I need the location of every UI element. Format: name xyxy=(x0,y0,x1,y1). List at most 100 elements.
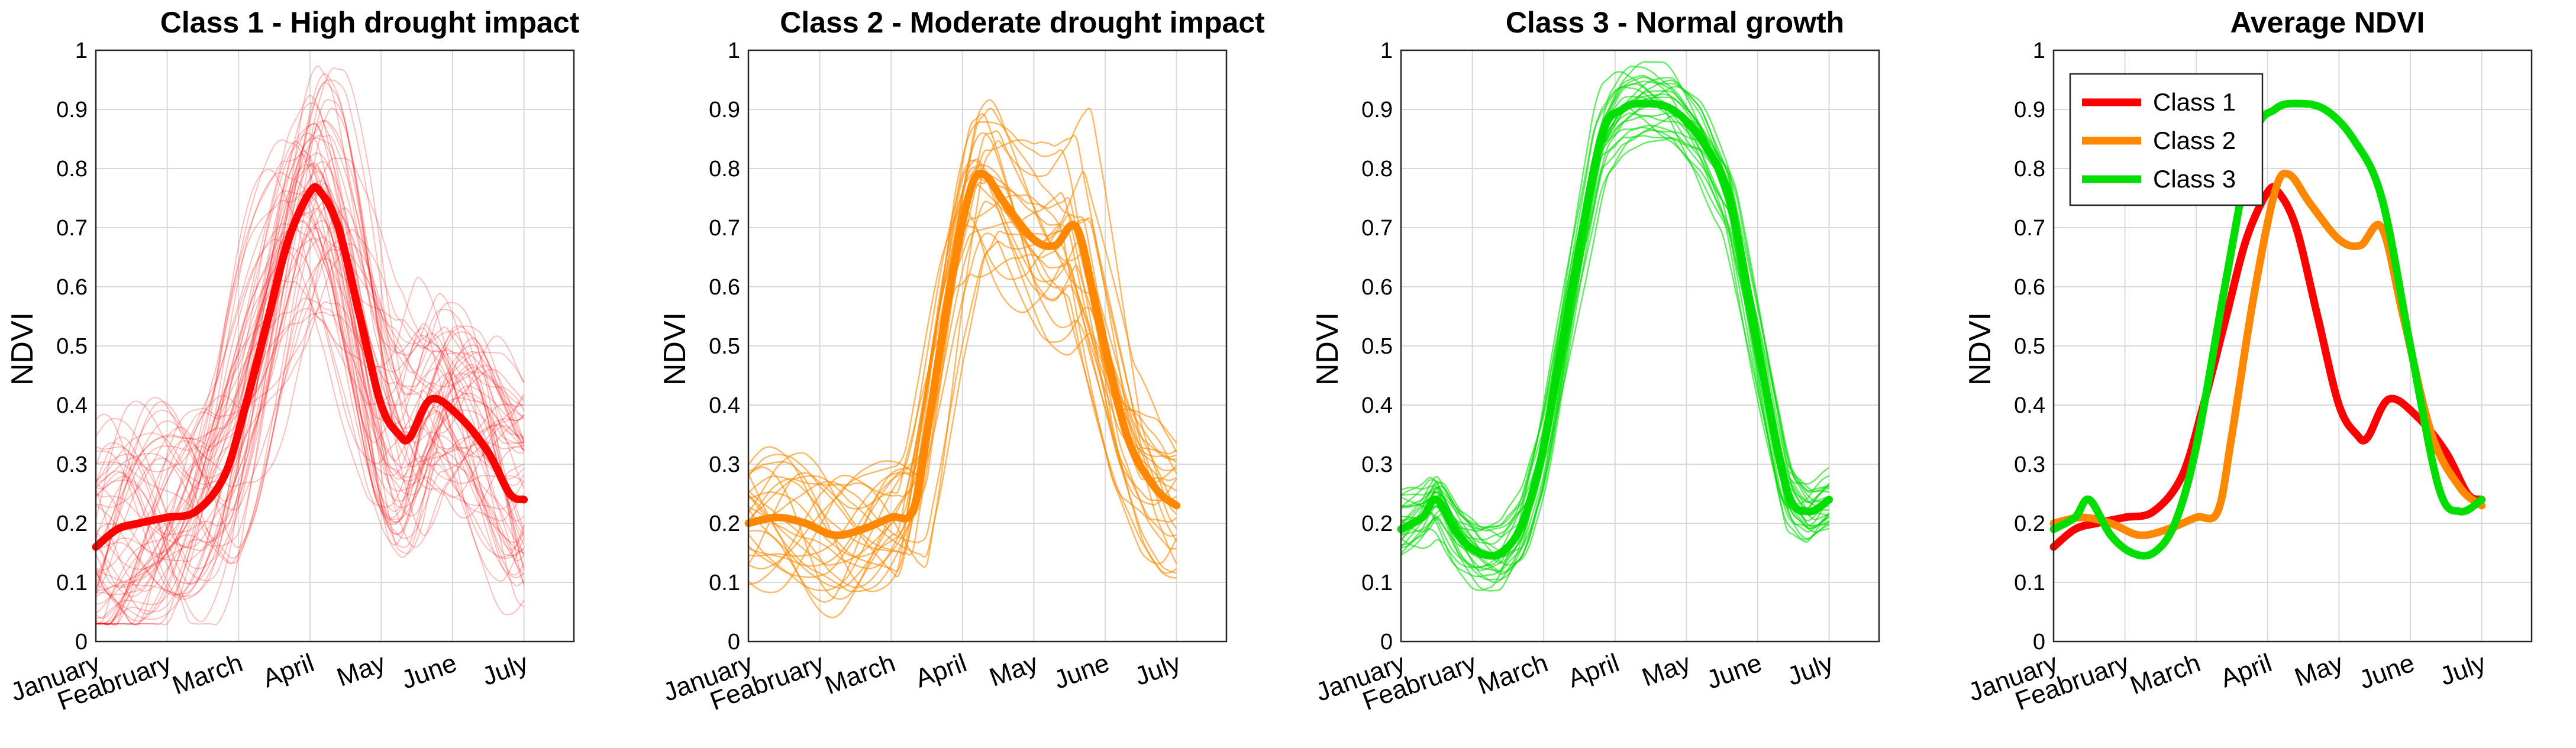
individual-curves xyxy=(95,65,525,626)
y-tick-label: 0.2 xyxy=(56,511,88,536)
mean-curves xyxy=(744,169,1181,539)
y-tick-label: 0.1 xyxy=(1361,571,1393,595)
y-tick-label: 0.5 xyxy=(709,334,740,359)
individual-curve xyxy=(748,218,1177,543)
individual-curve xyxy=(95,236,525,556)
x-tick-label: March xyxy=(821,648,899,700)
x-tick-label: June xyxy=(1050,648,1113,695)
individual-curve xyxy=(95,65,525,582)
panel-class-1: Class 1 - High drought impact NDVI 0 0.1… xyxy=(5,6,580,716)
x-tick-label: March xyxy=(2126,648,2204,700)
y-tick-label: 0.9 xyxy=(56,98,88,122)
axes-frame xyxy=(2052,49,2533,643)
individual-curve xyxy=(95,82,525,585)
individual-curve xyxy=(95,141,525,626)
y-tick-label: 0 xyxy=(75,630,88,655)
individual-curve xyxy=(95,162,525,626)
individual-curve xyxy=(95,212,525,533)
y-tick-label: 0.9 xyxy=(1361,98,1393,122)
y-axis-label: NDVI xyxy=(1310,312,1345,386)
axes-frame xyxy=(747,49,1228,643)
y-axis-label: NDVI xyxy=(1963,312,1997,386)
x-tick-label: May xyxy=(1638,648,1694,692)
individual-curve xyxy=(95,183,525,625)
y-tick-label: 1 xyxy=(75,38,88,63)
individual-curve xyxy=(95,248,525,575)
individual-curve xyxy=(95,243,525,594)
y-tick-label: 0.4 xyxy=(56,393,88,418)
individual-curve xyxy=(95,280,525,584)
individual-curve xyxy=(95,171,525,615)
mean-curve-class-1-mean xyxy=(92,183,528,551)
x-tick-label: May xyxy=(2291,648,2347,692)
individual-curve xyxy=(95,161,525,596)
x-ticks: January Feabruary March April May June J… xyxy=(1312,648,1837,716)
individual-curve xyxy=(95,165,525,559)
individual-curve xyxy=(95,190,525,626)
x-tick-label: May xyxy=(333,648,389,692)
mean-curve-class-2-mean xyxy=(744,169,1181,539)
individual-curve xyxy=(95,99,525,576)
individual-curve xyxy=(95,135,525,578)
x-tick-label: May xyxy=(986,648,1042,692)
individual-curve xyxy=(95,193,525,620)
y-tick-label: 0.2 xyxy=(709,511,740,536)
individual-curve xyxy=(95,153,525,626)
individual-curve xyxy=(95,207,525,608)
individual-curve xyxy=(95,238,525,626)
y-tick-label: 0.1 xyxy=(56,571,88,595)
x-tick-label: April xyxy=(1564,648,1623,693)
y-axis-label: NDVI xyxy=(5,312,40,386)
y-tick-label: 0.2 xyxy=(2014,511,2045,536)
legend-label-class-3: Class 3 xyxy=(2153,165,2236,193)
individual-curve xyxy=(95,67,525,626)
individual-curve xyxy=(95,79,525,623)
individual-curve xyxy=(95,301,525,591)
x-tick-label: April xyxy=(912,648,970,693)
individual-curve xyxy=(748,159,1177,578)
individual-curve xyxy=(95,123,525,595)
x-tick-label: June xyxy=(398,648,460,695)
y-tick-label: 1 xyxy=(1380,38,1393,63)
x-tick-label: April xyxy=(259,648,318,693)
y-tick-label: 0.3 xyxy=(709,452,740,477)
x-tick-label: July xyxy=(1131,648,1184,691)
y-tick-label: 0.8 xyxy=(2014,157,2045,182)
y-tick-label: 0 xyxy=(1380,630,1393,655)
individual-curve xyxy=(95,307,525,555)
individual-curve xyxy=(95,120,525,552)
y-tick-label: 0.6 xyxy=(2014,275,2045,300)
legend: Class 1 Class 2 Class 3 xyxy=(2069,73,2264,206)
axes-frame xyxy=(95,49,575,643)
individual-curve xyxy=(1400,135,1829,554)
y-tick-label: 0.5 xyxy=(1361,334,1393,359)
chart-title: Class 2 - Moderate drought impact xyxy=(780,6,1265,39)
y-tick-label: 0.5 xyxy=(2014,334,2045,359)
individual-curve xyxy=(95,107,525,598)
y-tick-label: 0.7 xyxy=(56,216,88,241)
individual-curve xyxy=(95,95,525,626)
individual-curve xyxy=(95,169,525,626)
individual-curve xyxy=(95,150,525,570)
panel-class-3: Class 3 - Normal growth NDVI 0 0.1 0.2 0… xyxy=(1310,6,1880,716)
individual-curve xyxy=(95,221,524,614)
y-tick-label: 0.8 xyxy=(709,157,740,182)
chart-title: Class 1 - High drought impact xyxy=(160,6,580,39)
y-tick-label: 0.7 xyxy=(2014,216,2045,241)
individual-curve xyxy=(95,132,524,592)
y-ticks: 0 0.1 0.2 0.3 0.4 0.5 0.6 0.7 0.8 0.9 1 xyxy=(709,38,740,655)
individual-curve xyxy=(95,229,525,572)
y-tick-label: 0.9 xyxy=(2014,98,2045,122)
individual-curve xyxy=(95,203,524,559)
y-ticks: 0 0.1 0.2 0.3 0.4 0.5 0.6 0.7 0.8 0.9 1 xyxy=(2014,38,2045,655)
y-tick-label: 0 xyxy=(2033,630,2045,655)
y-tick-label: 0 xyxy=(728,630,740,655)
individual-curve xyxy=(748,171,1177,585)
y-tick-label: 0.7 xyxy=(709,216,740,241)
y-tick-label: 1 xyxy=(2033,38,2045,63)
individual-curve xyxy=(95,157,525,584)
individual-curve xyxy=(95,102,525,562)
individual-curve xyxy=(1400,86,1830,568)
y-tick-label: 0.6 xyxy=(1361,275,1393,300)
